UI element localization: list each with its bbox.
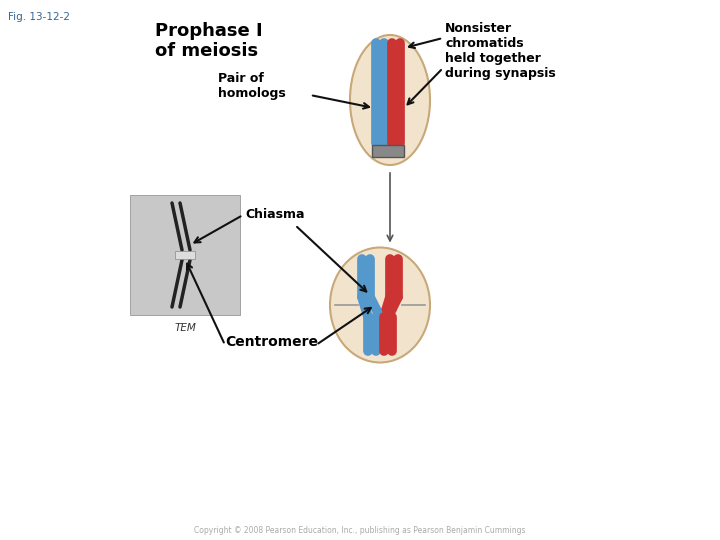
- Ellipse shape: [330, 247, 430, 362]
- Bar: [130, 195, 240, 315]
- Text: Pair of
homologs: Pair of homologs: [218, 72, 286, 100]
- Text: Fig. 13-12-2: Fig. 13-12-2: [8, 12, 70, 22]
- Text: TEM: TEM: [174, 323, 196, 333]
- Text: of meiosis: of meiosis: [155, 42, 258, 60]
- Bar: [175, 251, 195, 259]
- Text: Nonsister
chromatids
held together
during synapsis: Nonsister chromatids held together durin…: [445, 22, 556, 80]
- Text: Chiasma: Chiasma: [245, 208, 305, 221]
- Bar: [372, 145, 404, 157]
- Text: Copyright © 2008 Pearson Education, Inc., publishing as Pearson Benjamin Cumming: Copyright © 2008 Pearson Education, Inc.…: [194, 526, 526, 535]
- Text: Centromere: Centromere: [225, 335, 318, 349]
- Text: Prophase I: Prophase I: [155, 22, 263, 40]
- Ellipse shape: [350, 35, 430, 165]
